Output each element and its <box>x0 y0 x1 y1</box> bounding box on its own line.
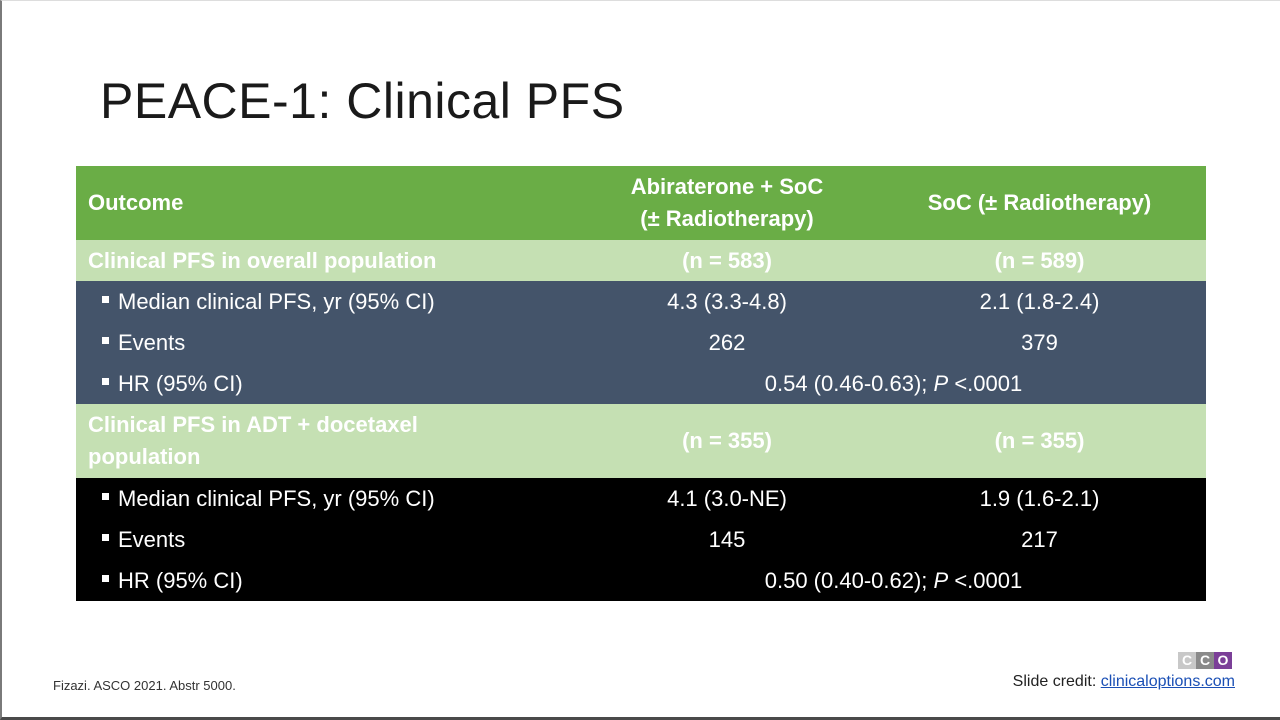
hr-value-text: 0.54 (0.46-0.63); <box>764 370 934 396</box>
table-row: Median clinical PFS, yr (95% CI) 4.1 (3.… <box>76 478 1206 519</box>
row-label: Events <box>76 519 581 560</box>
section-adt-n1: (n = 355) <box>581 404 873 478</box>
logo-letter: C <box>1178 652 1196 669</box>
slide-title: PEACE-1: Clinical PFS <box>100 73 625 129</box>
table-row: HR (95% CI) 0.54 (0.46-0.63); P <.0001 <box>76 363 1206 404</box>
header-abiraterone: Abiraterone + SoC (± Radiotherapy) <box>581 166 873 240</box>
row-label: HR (95% CI) <box>76 363 581 404</box>
credit-link[interactable]: clinicaloptions.com <box>1100 673 1235 690</box>
bullet-icon <box>102 337 109 345</box>
section-adt-label-line1: Clinical PFS in ADT + docetaxel <box>88 412 418 437</box>
row-label: Median clinical PFS, yr (95% CI) <box>76 281 581 322</box>
bullet-icon <box>102 296 109 304</box>
row-value-soc: 217 <box>873 519 1206 560</box>
row-value-abiraterone: 262 <box>581 322 873 363</box>
section-overall-n1: (n = 583) <box>581 240 873 281</box>
header-soc: SoC (± Radiotherapy) <box>873 166 1206 240</box>
p-value: <.0001 <box>948 370 1023 396</box>
row-label: Events <box>76 322 581 363</box>
table-row: Events 145 217 <box>76 519 1206 560</box>
row-label-text: Events <box>118 329 186 355</box>
section-overall-n2: (n = 589) <box>873 240 1206 281</box>
section-adt-label: Clinical PFS in ADT + docetaxel populati… <box>76 404 581 478</box>
row-label: HR (95% CI) <box>76 560 581 601</box>
logo-letter: C <box>1196 652 1214 669</box>
section-overall-label: Clinical PFS in overall population <box>76 240 581 281</box>
section-adt-label-line2: population <box>88 444 201 469</box>
results-table: Outcome Abiraterone + SoC (± Radiotherap… <box>76 166 1206 601</box>
header-abiraterone-line2: (± Radiotherapy) <box>640 206 814 231</box>
table-row: Median clinical PFS, yr (95% CI) 4.3 (3.… <box>76 281 1206 322</box>
credit-label: Slide credit: <box>1012 673 1101 690</box>
row-label: Median clinical PFS, yr (95% CI) <box>76 478 581 519</box>
row-label-text: Median clinical PFS, yr (95% CI) <box>118 485 435 511</box>
section-adt-n2: (n = 355) <box>873 404 1206 478</box>
row-value-soc: 379 <box>873 322 1206 363</box>
header-abiraterone-line1: Abiraterone + SoC <box>630 174 824 199</box>
bullet-icon <box>102 534 109 542</box>
hr-value: 0.54 (0.46-0.63); P <.0001 <box>581 363 1206 404</box>
table-header-row: Outcome Abiraterone + SoC (± Radiotherap… <box>76 166 1206 240</box>
row-label-text: Events <box>118 526 186 552</box>
row-value-soc: 2.1 (1.8-2.4) <box>873 281 1206 322</box>
slide-credit: Slide credit: clinicaloptions.com <box>1013 673 1235 691</box>
bullet-icon <box>102 493 109 501</box>
row-label-text: HR (95% CI) <box>118 370 243 396</box>
bullet-icon <box>102 378 109 386</box>
p-label: P <box>933 370 949 396</box>
p-value: <.0001 <box>948 567 1023 593</box>
section-adt-row: Clinical PFS in ADT + docetaxel populati… <box>76 404 1206 478</box>
cco-logo: C C O <box>1178 652 1232 669</box>
hr-value-text: 0.50 (0.40-0.62); <box>764 567 934 593</box>
header-outcome: Outcome <box>76 166 581 240</box>
hr-value: 0.50 (0.40-0.62); P <.0001 <box>581 560 1206 601</box>
row-value-abiraterone: 4.1 (3.0-NE) <box>581 478 873 519</box>
logo-letter: O <box>1214 652 1232 669</box>
row-value-abiraterone: 145 <box>581 519 873 560</box>
reference-citation: Fizazi. ASCO 2021. Abstr 5000. <box>53 678 236 693</box>
bullet-icon <box>102 575 109 583</box>
section-overall-row: Clinical PFS in overall population (n = … <box>76 240 1206 281</box>
row-value-abiraterone: 4.3 (3.3-4.8) <box>581 281 873 322</box>
row-label-text: Median clinical PFS, yr (95% CI) <box>118 288 435 314</box>
table-row: HR (95% CI) 0.50 (0.40-0.62); P <.0001 <box>76 560 1206 601</box>
row-label-text: HR (95% CI) <box>118 567 243 593</box>
table-row: Events 262 379 <box>76 322 1206 363</box>
p-label: P <box>933 567 949 593</box>
row-value-soc: 1.9 (1.6-2.1) <box>873 478 1206 519</box>
